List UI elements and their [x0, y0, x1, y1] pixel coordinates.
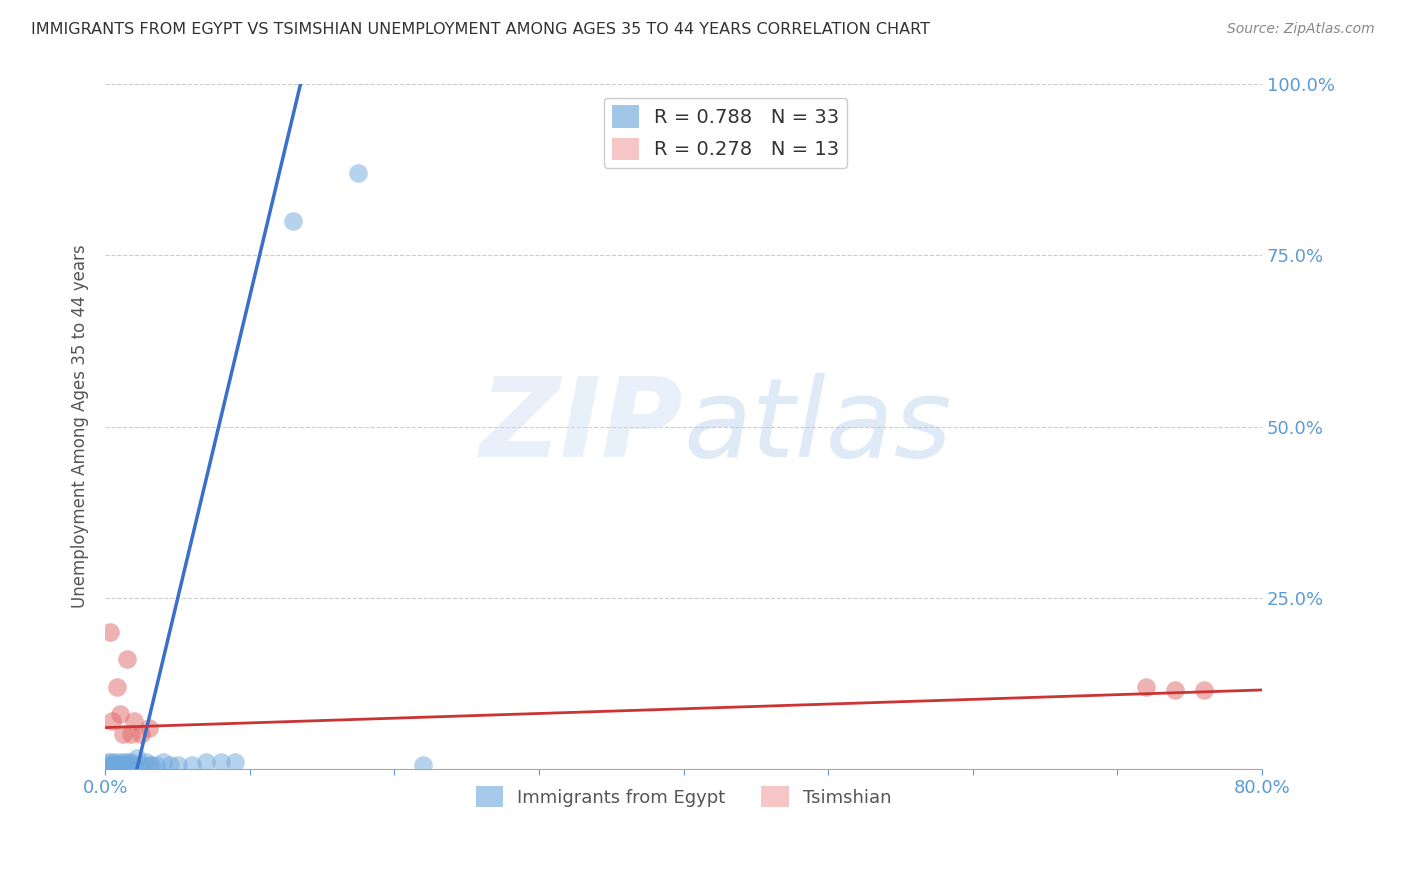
Point: [111, 727, 134, 741]
Point: [138, 721, 160, 735]
Point: [209, 755, 232, 769]
Point: [131, 727, 153, 741]
Point: [108, 706, 131, 721]
Point: [117, 755, 139, 769]
Point: [1135, 680, 1157, 694]
Point: [110, 758, 132, 772]
Point: [98, 624, 121, 639]
Point: [122, 714, 145, 728]
Point: [224, 755, 246, 769]
Point: [131, 758, 153, 772]
Point: [125, 751, 148, 765]
Point: [166, 758, 188, 772]
Point: [1192, 682, 1215, 697]
Point: [112, 755, 135, 769]
Point: [111, 758, 134, 772]
Point: [114, 758, 136, 772]
Text: IMMIGRANTS FROM EGYPT VS TSIMSHIAN UNEMPLOYMENT AMONG AGES 35 TO 44 YEARS CORREL: IMMIGRANTS FROM EGYPT VS TSIMSHIAN UNEMP…: [31, 22, 929, 37]
Legend: Immigrants from Egypt, Tsimshian: Immigrants from Egypt, Tsimshian: [468, 779, 898, 814]
Point: [135, 755, 157, 769]
Point: [101, 714, 124, 728]
Point: [120, 727, 142, 741]
Point: [195, 755, 218, 769]
Point: [152, 755, 174, 769]
Text: atlas: atlas: [683, 373, 952, 480]
Point: [138, 758, 160, 772]
Point: [347, 166, 370, 180]
Point: [103, 758, 125, 772]
Point: [115, 652, 138, 666]
Point: [412, 758, 434, 772]
Point: [108, 755, 131, 769]
Text: Source: ZipAtlas.com: Source: ZipAtlas.com: [1227, 22, 1375, 37]
Point: [159, 758, 181, 772]
Point: [100, 755, 122, 769]
Point: [107, 758, 129, 772]
Point: [101, 758, 124, 772]
Text: ZIP: ZIP: [479, 373, 683, 480]
Point: [104, 755, 127, 769]
Point: [181, 758, 204, 772]
Point: [97, 755, 120, 769]
Point: [145, 758, 167, 772]
Point: [98, 758, 121, 772]
Point: [283, 214, 305, 228]
Point: [141, 758, 163, 772]
Point: [1164, 682, 1187, 697]
Y-axis label: Unemployment Among Ages 35 to 44 years: Unemployment Among Ages 35 to 44 years: [72, 244, 89, 608]
Point: [122, 758, 145, 772]
Point: [105, 758, 128, 772]
Point: [105, 680, 128, 694]
Point: [115, 758, 138, 772]
Point: [120, 755, 142, 769]
